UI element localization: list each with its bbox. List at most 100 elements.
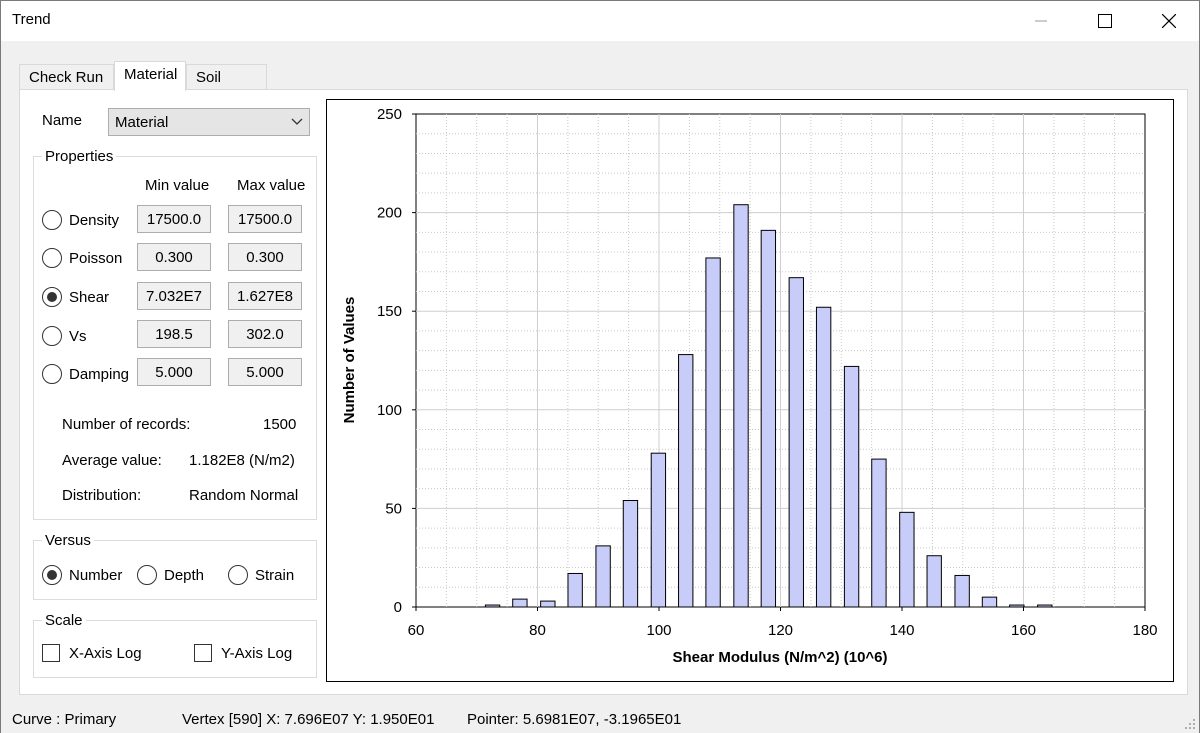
average-value: 1.182E8 (N/m2) (189, 452, 295, 469)
shear-radio[interactable] (42, 287, 62, 307)
histogram-bar[interactable] (815, 306, 832, 608)
resize-grip-icon[interactable] (1184, 718, 1196, 730)
damping-min-value: 5.000 (137, 358, 211, 386)
tab-material[interactable]: Material (114, 61, 186, 91)
properties-group (33, 156, 317, 520)
histogram-chart[interactable]: 60 80 100 120 140 160 180 0 50 100 150 200 250 Shea… (327, 100, 1173, 681)
histogram-bar[interactable] (512, 598, 528, 608)
tab-check-run[interactable]: Check Run (19, 64, 114, 90)
density-radio[interactable] (42, 210, 62, 230)
density-min-value: 17500.0 (137, 205, 211, 233)
versus-depth-label: Depth (164, 567, 205, 584)
y-axis-log-checkbox[interactable] (194, 644, 212, 662)
vs-max-value: 302.0 (228, 320, 302, 348)
y-axis-label: Number of Values (341, 297, 358, 424)
histogram-bar[interactable] (484, 604, 501, 608)
tab-soil-curve[interactable]: Soil Curve (186, 64, 267, 103)
average-label: Average value: (62, 452, 162, 469)
maximize-icon (1098, 14, 1112, 28)
bars (484, 204, 1053, 608)
properties-title: Properties (42, 148, 117, 165)
poisson-max-value: 0.300 (228, 243, 302, 271)
damping-max-value: 5.000 (228, 358, 302, 386)
histogram-bar[interactable] (678, 354, 694, 608)
status-vertex: Vertex [590] X: 7.696E07 Y: 1.950E01 (182, 711, 435, 728)
close-button[interactable] (1137, 1, 1200, 41)
y-tick-label: 100 (377, 402, 402, 419)
title-bar[interactable]: Trend (1, 1, 1199, 41)
poisson-label: Poisson (69, 250, 123, 267)
histogram-bar[interactable] (1037, 604, 1053, 608)
x-tick-label: 160 (1011, 622, 1036, 639)
damping-radio[interactable] (42, 364, 62, 384)
y-tick-label: 150 (377, 303, 402, 320)
min-value-header: Min value (145, 177, 210, 194)
y-tick-label: 200 (377, 205, 402, 222)
y-tick-label: 250 (377, 106, 402, 123)
shear-max-value: 1.627E8 (228, 282, 302, 310)
shear-min-value: 7.032E7 (137, 282, 211, 310)
x-axis-log-label: X-Axis Log (69, 645, 142, 662)
histogram-bar[interactable] (954, 574, 970, 608)
major-grid (416, 114, 1145, 607)
status-pointer: Pointer: 5.6981E07, -3.1965E01 (467, 711, 682, 728)
x-tick-label: 140 (889, 622, 914, 639)
x-axis-label: Shear Modulus (N/m^2) (10^6) (672, 649, 887, 666)
vs-label: Vs (69, 328, 87, 345)
histogram-bar[interactable] (567, 572, 583, 608)
y-axis-log-label: Y-Axis Log (221, 645, 293, 662)
poisson-radio[interactable] (42, 248, 62, 268)
histogram-bar[interactable] (843, 365, 860, 608)
histogram-bar[interactable] (760, 229, 777, 608)
versus-number-label: Number (69, 567, 123, 584)
minimize-button[interactable] (1009, 1, 1073, 41)
histogram-bar[interactable] (705, 257, 721, 608)
histogram-bar[interactable] (540, 600, 556, 608)
y-tick-labels: 0 50 100 150 200 250 (377, 106, 416, 616)
versus-title: Versus (42, 532, 94, 549)
versus-number-radio[interactable] (42, 565, 62, 585)
damping-label: Damping (69, 366, 130, 383)
histogram-bar[interactable] (899, 511, 915, 608)
chart-panel[interactable]: 60 80 100 120 140 160 180 0 50 100 150 200 250 Shea… (326, 99, 1174, 682)
distribution-value: Random Normal (189, 487, 299, 504)
window-title: Trend (12, 11, 51, 28)
name-combobox[interactable]: Material (108, 108, 310, 136)
shear-label: Shear (69, 289, 110, 306)
scale-group (33, 620, 317, 678)
status-bar: Curve : Primary Vertex [590] X: 7.696E07… (1, 707, 1199, 733)
versus-depth-radio[interactable] (137, 565, 157, 585)
x-axis-log-checkbox[interactable] (42, 644, 60, 662)
histogram-bar[interactable] (926, 555, 942, 608)
x-tick-label: 100 (646, 622, 671, 639)
versus-strain-label: Strain (255, 567, 295, 584)
x-tick-label: 180 (1132, 622, 1157, 639)
close-icon (1162, 14, 1176, 28)
vs-radio[interactable] (42, 326, 62, 346)
histogram-bar[interactable] (981, 596, 998, 608)
density-max-value: 17500.0 (228, 205, 302, 233)
records-value: 1500 (263, 416, 297, 433)
minimize-icon (1035, 20, 1047, 22)
x-tick-labels: 60 80 100 120 140 160 180 (408, 607, 1158, 639)
versus-strain-radio[interactable] (228, 565, 248, 585)
distribution-label: Distribution: (62, 487, 142, 504)
records-label: Number of records: (62, 416, 191, 433)
histogram-bar[interactable] (788, 277, 804, 608)
max-value-header: Max value (237, 177, 306, 194)
histogram-bar[interactable] (1009, 604, 1025, 608)
histogram-bar[interactable] (595, 545, 611, 608)
histogram-bar[interactable] (650, 452, 667, 608)
versus-group (33, 540, 317, 600)
name-combobox-value: Material (115, 114, 169, 131)
histogram-bar[interactable] (871, 458, 887, 608)
x-tick-label: 120 (768, 622, 793, 639)
name-label: Name (42, 112, 83, 129)
poisson-min-value: 0.300 (137, 243, 211, 271)
histogram-bar[interactable] (622, 500, 639, 608)
chevron-down-icon (291, 118, 303, 125)
maximize-button[interactable] (1073, 1, 1137, 41)
histogram-bar[interactable] (733, 204, 749, 608)
y-tick-label: 0 (394, 599, 402, 616)
